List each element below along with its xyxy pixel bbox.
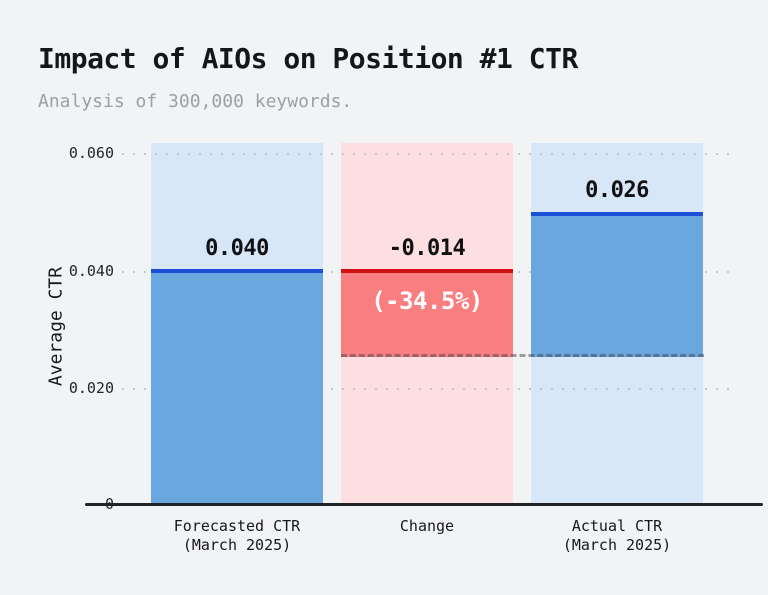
x-label-change-line1: Change [399, 517, 455, 535]
value-label-change: -0.014 [388, 236, 466, 261]
gridline-0060 [122, 153, 735, 155]
x-label-forecasted-line1: Forecasted CTR [173, 517, 301, 535]
x-axis-line [85, 503, 763, 506]
y-tick-0040: 0.040 [68, 262, 114, 280]
percent-change-label: (-34.5%) [371, 287, 483, 315]
x-label-actual-line1: Actual CTR [571, 517, 663, 535]
value-label-actual: 0.026 [585, 178, 649, 203]
waterfall-connector-dashed-line [341, 354, 704, 357]
x-label-change: Change [332, 517, 522, 536]
page-subtitle: Analysis of 300,000 keywords. [38, 91, 353, 112]
bar-change [341, 269, 513, 357]
gridline-0020 [122, 388, 735, 390]
value-label-forecasted: 0.040 [205, 236, 269, 261]
x-label-forecasted: Forecasted CTR (March 2025) [142, 517, 332, 555]
x-label-forecasted-line2: (March 2025) [182, 536, 292, 554]
y-tick-0020: 0.020 [68, 379, 114, 397]
y-tick-0060: 0.060 [68, 144, 114, 162]
bar-actual-ctr [531, 212, 703, 357]
x-label-actual: Actual CTR (March 2025) [522, 517, 712, 555]
bar-forecasted-ctr [151, 269, 323, 503]
x-label-actual-line2: (March 2025) [562, 536, 672, 554]
page-title: Impact of AIOs on Position #1 CTR [38, 42, 578, 75]
